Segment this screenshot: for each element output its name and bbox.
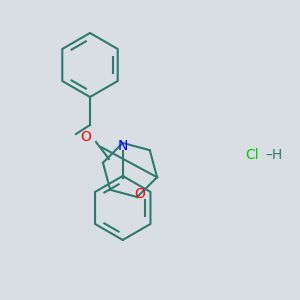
Text: O: O xyxy=(81,130,92,144)
Text: O: O xyxy=(134,187,145,201)
Text: Cl: Cl xyxy=(245,148,259,162)
Text: N: N xyxy=(118,139,128,153)
Text: –H: –H xyxy=(265,148,282,162)
